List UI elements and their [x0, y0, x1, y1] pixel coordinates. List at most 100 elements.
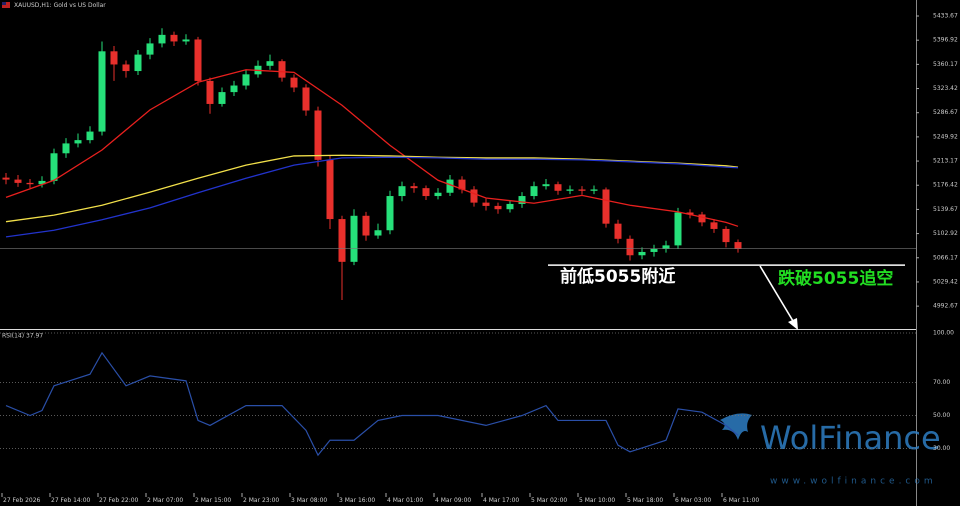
candle-body	[158, 34, 166, 44]
candle-body	[482, 202, 490, 206]
arrow	[759, 265, 797, 327]
x-tick-label: 5 Mar 02:00	[531, 497, 567, 504]
y-tick-label: 5396.92	[933, 37, 958, 44]
candle-body	[602, 189, 610, 224]
flag-icon	[2, 2, 6, 5]
candle-body	[230, 85, 238, 93]
candle-body	[614, 223, 622, 239]
y-tick-label: 5249.92	[933, 133, 958, 140]
candle-body	[302, 87, 310, 111]
candle-body	[170, 34, 178, 42]
candle-body	[194, 39, 202, 81]
arrow-head	[788, 318, 798, 330]
y-tick-label: 70.00	[933, 379, 950, 386]
indicator-title: RSI(14) 37.97	[2, 333, 43, 340]
candle-body	[398, 186, 406, 197]
candle-body	[182, 39, 190, 42]
candle-body	[350, 215, 358, 262]
chart-title: XAUUSD,H1: Gold vs US Dollar	[14, 2, 106, 9]
candle-body	[506, 203, 514, 210]
x-tick-label: 4 Mar 09:00	[435, 497, 471, 504]
candle-body	[662, 245, 670, 249]
candle-body	[38, 180, 46, 185]
y-tick-label: 5286.67	[933, 109, 958, 116]
candle-body	[626, 238, 634, 256]
annotation: 跌破5055追空	[778, 268, 893, 289]
y-tick-label: 5029.42	[933, 278, 958, 285]
annotation: 前低5055附近	[560, 266, 675, 287]
candle-body	[686, 212, 694, 215]
x-tick-label: 6 Mar 11:00	[723, 497, 759, 504]
candle-body	[530, 186, 538, 197]
y-tick-label: 30.00	[933, 445, 950, 452]
candle-body	[218, 92, 226, 104]
candle-body	[386, 196, 394, 231]
candle-body	[374, 230, 382, 236]
watermark-brand: WolFinance	[760, 419, 941, 457]
y-tick-label: 5176.42	[933, 182, 958, 189]
y-tick-label: 5433.67	[933, 13, 958, 20]
y-tick-label: 5066.17	[933, 254, 958, 261]
x-tick-label: 3 Mar 16:00	[339, 497, 375, 504]
candle-body	[434, 192, 442, 197]
moving-average	[5, 154, 739, 223]
candle-body	[86, 131, 94, 141]
candle-body	[362, 215, 370, 236]
x-tick-label: 5 Mar 10:00	[579, 497, 615, 504]
y-tick-label: 4992.67	[933, 303, 958, 310]
candle-body	[278, 61, 286, 78]
candle-body	[338, 219, 346, 262]
y-tick-label: 5360.17	[933, 61, 958, 68]
x-tick-label: 2 Mar 07:00	[147, 497, 183, 504]
moving-average	[5, 69, 739, 227]
candle-body	[266, 61, 274, 66]
y-tick-label: 100.00	[933, 330, 954, 337]
candle-body	[578, 189, 586, 191]
candle-body	[734, 242, 742, 249]
candle-body	[470, 189, 478, 203]
watermark-logo	[720, 413, 752, 440]
candle-body	[134, 54, 142, 72]
candle-body	[98, 51, 106, 132]
x-tick-label: 4 Mar 01:00	[387, 497, 423, 504]
candle-body	[542, 184, 550, 187]
candle-body	[698, 214, 706, 223]
x-tick-label: 27 Feb 2026	[3, 497, 41, 504]
y-tick-label: 5102.92	[933, 230, 958, 237]
x-tick-label: 27 Feb 14:00	[51, 497, 91, 504]
candle-body	[722, 228, 730, 243]
candle-body	[74, 140, 82, 144]
moving-average	[5, 156, 739, 238]
candle-body	[446, 179, 454, 193]
y-tick-label: 5213.17	[933, 158, 958, 165]
candle-body	[290, 77, 298, 88]
candle-body	[2, 177, 10, 180]
rsi-line	[5, 351, 739, 457]
candle-body	[590, 189, 598, 191]
candle-body	[206, 80, 214, 104]
candle-body	[146, 43, 154, 55]
candle-body	[638, 251, 646, 256]
candle-body	[410, 186, 418, 189]
candle-body	[62, 143, 70, 154]
x-tick-label: 2 Mar 15:00	[195, 497, 231, 504]
candle-body	[26, 182, 34, 185]
y-tick-label: 5323.42	[933, 85, 958, 92]
candle-body	[494, 205, 502, 210]
candle-body	[458, 179, 466, 190]
x-tick-label: 5 Mar 18:00	[627, 497, 663, 504]
candle-body	[14, 179, 22, 183]
candle-body	[674, 212, 682, 246]
candle-body	[326, 159, 334, 220]
candle-body	[566, 189, 574, 191]
candle-body	[122, 64, 130, 72]
x-tick-label: 27 Feb 22:00	[99, 497, 139, 504]
candle-body	[110, 51, 118, 65]
candle-body	[518, 196, 526, 204]
candle-body	[242, 74, 250, 86]
candle-body	[422, 188, 430, 197]
x-tick-label: 3 Mar 08:00	[291, 497, 327, 504]
